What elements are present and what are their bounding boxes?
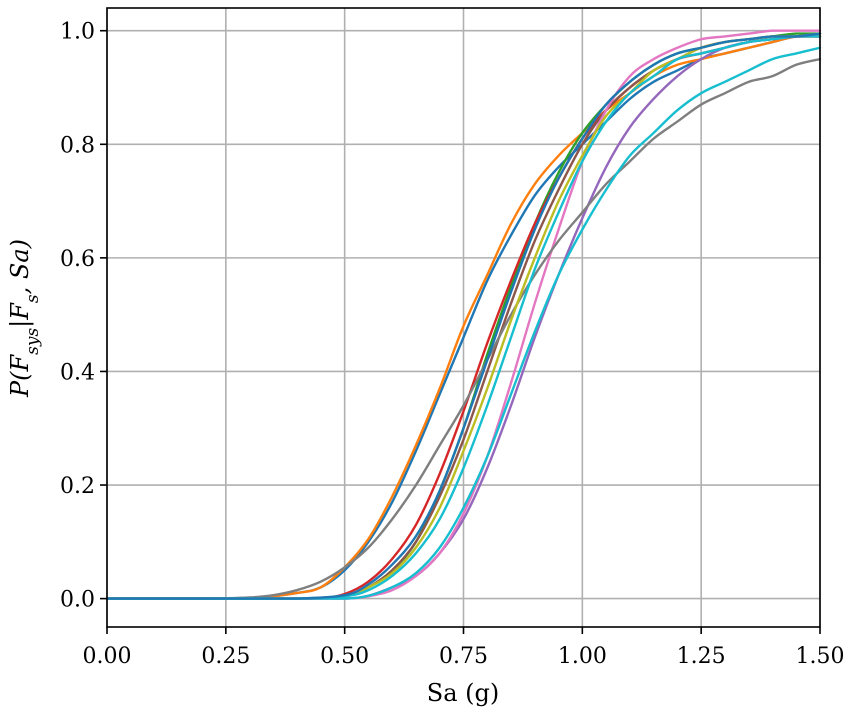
y-tick-label: 0.0 — [60, 588, 95, 613]
grid — [106, 8, 821, 627]
x-tick-label: 1.00 — [558, 644, 607, 669]
y-tick-label: 0.4 — [60, 360, 95, 385]
series-line-10 — [105, 46, 822, 600]
y-tick-label: 0.2 — [60, 474, 95, 499]
series-line-12 — [105, 32, 822, 600]
ticks: 0.00 0.25 0.50 0.75 1.00 1.25 1.50 0.0 0.2 0.4 0.6… — [60, 20, 844, 669]
y-tick-label: 0.6 — [60, 247, 95, 272]
y-axis-label: P(Fsys|Fs, Sa) — [6, 239, 43, 398]
series-line-8 — [105, 57, 822, 600]
y-tick-label: 0.8 — [60, 133, 95, 158]
x-tick-label: 1.25 — [677, 644, 726, 669]
series-line-11 — [105, 35, 822, 600]
series-line-2 — [105, 35, 822, 600]
x-tick-label: 0.25 — [201, 644, 250, 669]
x-axis-label: Sa (g) — [427, 679, 499, 707]
x-tick-label: 0.50 — [320, 644, 369, 669]
x-tick-label: 0.00 — [83, 644, 132, 669]
y-tick-label: 1.0 — [60, 20, 95, 45]
series-group — [105, 29, 822, 600]
x-tick-label: 1.50 — [796, 644, 845, 669]
x-tick-label: 0.75 — [439, 644, 488, 669]
